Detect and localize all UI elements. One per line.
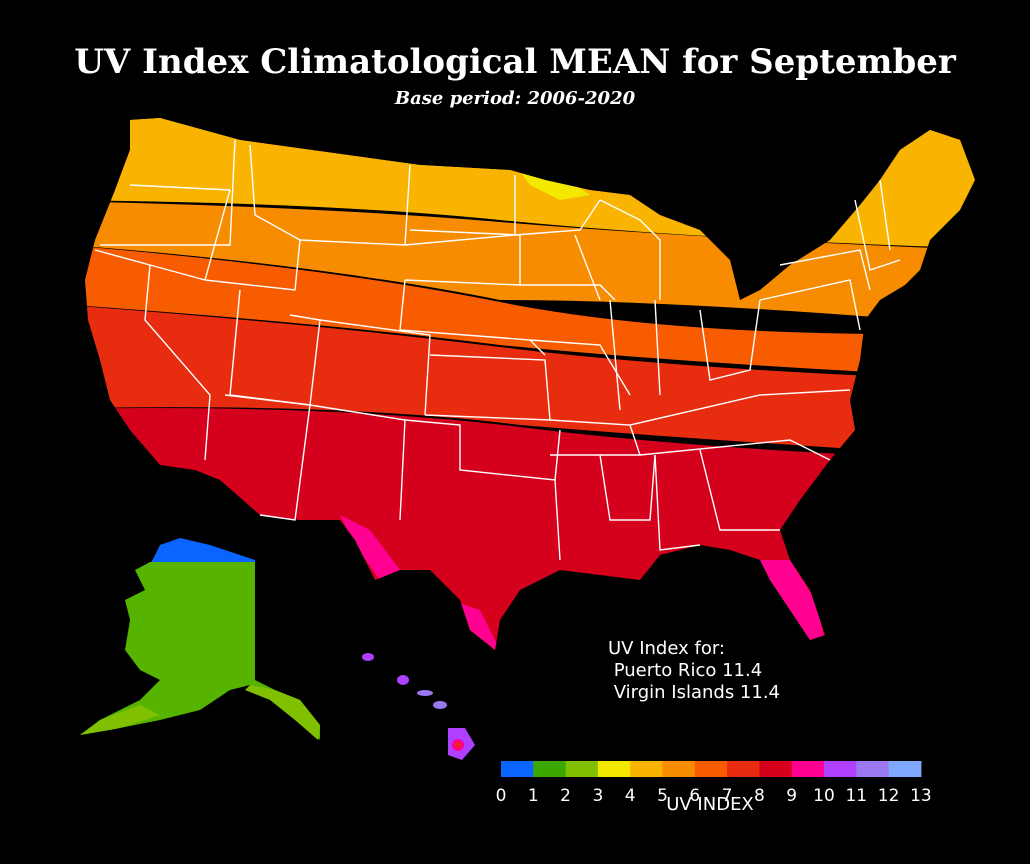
colorbar-tick-11: 11 bbox=[845, 786, 867, 806]
territory-uv-note: UV Index for: Puerto Rico 11.4 Virgin Is… bbox=[608, 638, 780, 704]
colorbar-tick-2: 2 bbox=[560, 786, 571, 806]
map-subtitle: Base period: 2006-2020 bbox=[394, 88, 636, 109]
colorbar-tick-7: 7 bbox=[722, 786, 733, 806]
colorbar-swatch-7 bbox=[727, 761, 760, 777]
colorbar-swatch-6 bbox=[694, 761, 728, 777]
colorbar-tick-3: 3 bbox=[592, 786, 603, 806]
colorbar-swatch-10 bbox=[824, 761, 857, 777]
puerto-rico-value: Puerto Rico 11.4 bbox=[608, 660, 763, 681]
colorbar-tick-6: 6 bbox=[689, 786, 700, 806]
colorbar-swatch-2 bbox=[565, 761, 599, 777]
colorbar-axis-label: UV INDEX bbox=[666, 794, 754, 815]
alaska bbox=[80, 538, 320, 740]
map-title: UV Index Climatological MEAN for Septemb… bbox=[74, 42, 956, 82]
colorbar-swatch-11 bbox=[856, 761, 890, 777]
colorbar-swatch-0 bbox=[501, 761, 534, 777]
colorbar-swatch-4 bbox=[630, 761, 663, 777]
colorbar-swatch-1 bbox=[533, 761, 567, 777]
colorbar-tick-10: 10 bbox=[813, 786, 835, 806]
uv-colorbar: 0 1 2 3 4 5 6 7 8 9 10 11 12 13 bbox=[496, 761, 932, 806]
colorbar-tick-4: 4 bbox=[625, 786, 636, 806]
colorbar-tick-12: 12 bbox=[878, 786, 900, 806]
colorbar-tick-9: 9 bbox=[786, 786, 797, 806]
colorbar-tick-13: 13 bbox=[910, 786, 932, 806]
colorbar-swatch-12 bbox=[888, 761, 922, 777]
colorbar-tick-8: 8 bbox=[754, 786, 765, 806]
territory-heading: UV Index for: bbox=[608, 638, 725, 659]
colorbar-tick-5: 5 bbox=[657, 786, 668, 806]
colorbar-tick-1: 1 bbox=[528, 786, 539, 806]
colorbar-tick-0: 0 bbox=[496, 786, 507, 806]
colorbar-swatch-3 bbox=[597, 761, 631, 777]
colorbar-swatch-8 bbox=[759, 761, 793, 777]
colorbar-swatch-5 bbox=[662, 761, 696, 777]
colorbar-swatch-9 bbox=[791, 761, 825, 777]
state-borders bbox=[94, 139, 901, 561]
hawaii bbox=[362, 653, 475, 760]
virgin-islands-value: Virgin Islands 11.4 bbox=[608, 682, 781, 703]
